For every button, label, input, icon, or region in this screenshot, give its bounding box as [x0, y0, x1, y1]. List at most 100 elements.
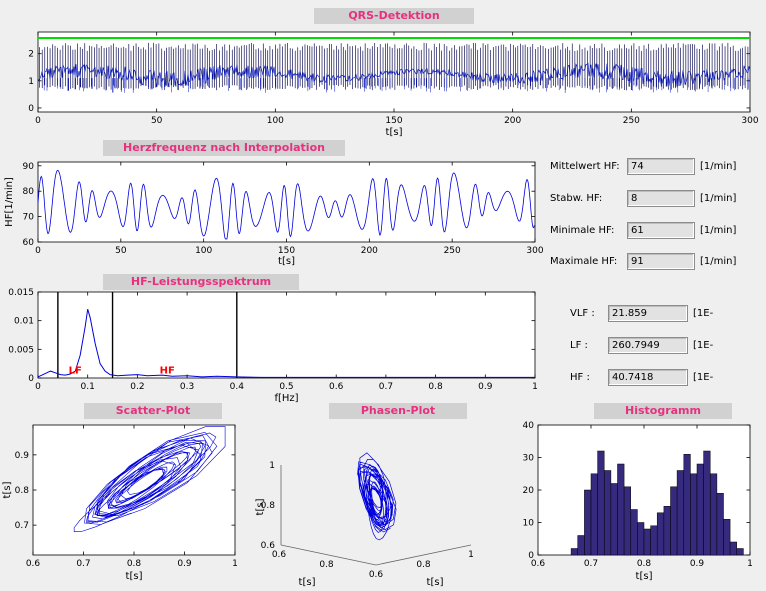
svg-text:80: 80 [23, 187, 35, 197]
svg-text:20: 20 [523, 486, 535, 496]
svg-text:1: 1 [468, 550, 474, 560]
power-row-hf: HF : 40.7418 [1E- [570, 369, 764, 386]
svg-text:0: 0 [28, 104, 34, 114]
svg-text:0.8: 0.8 [416, 560, 431, 570]
svg-text:10: 10 [523, 519, 535, 529]
svg-text:0.1: 0.1 [81, 382, 95, 392]
svg-text:2: 2 [28, 50, 34, 60]
svg-text:0.015: 0.015 [8, 288, 34, 298]
svg-text:0.9: 0.9 [177, 559, 192, 569]
svg-text:60: 60 [23, 238, 35, 248]
svg-text:0.01: 0.01 [14, 317, 34, 327]
svg-text:0: 0 [28, 374, 34, 384]
power-row-vlf: VLF : 21.859 [1E- [570, 305, 764, 322]
svg-text:0.6: 0.6 [272, 550, 287, 560]
svg-text:100: 100 [267, 116, 284, 126]
svg-text:1: 1 [747, 559, 753, 569]
svg-text:250: 250 [444, 246, 461, 256]
svg-text:HF[1/min]: HF[1/min] [4, 177, 15, 227]
svg-text:0.9: 0.9 [15, 451, 30, 461]
svg-text:t[s]: t[s] [126, 571, 143, 582]
svg-text:0.8: 0.8 [319, 560, 334, 570]
vlf-field[interactable]: 21.859 [608, 305, 688, 322]
stat-row-stabw: Stabw. HF: 8 [1/min] [550, 190, 764, 207]
heart-rate-plot-title: Herzfrequenz nach Interpolation [103, 140, 345, 156]
svg-text:50: 50 [115, 246, 127, 256]
svg-text:90: 90 [23, 162, 35, 172]
phase-plot-title: Phasen-Plot [329, 403, 467, 419]
svg-text:0.7: 0.7 [584, 559, 598, 569]
svg-text:50: 50 [151, 116, 163, 126]
svg-text:0.6: 0.6 [531, 559, 546, 569]
svg-text:200: 200 [504, 116, 521, 126]
svg-text:t[s]: t[s] [299, 577, 316, 588]
stabw-hf-field[interactable]: 8 [627, 190, 695, 207]
svg-text:1: 1 [232, 559, 238, 569]
svg-text:t[s]: t[s] [255, 498, 266, 515]
svg-text:0.6: 0.6 [369, 570, 384, 580]
maximale-hf-field[interactable]: 91 [627, 253, 695, 270]
svg-text:0.9: 0.9 [690, 559, 705, 569]
lf-unit: [1E- [693, 340, 714, 351]
svg-text:0.2: 0.2 [130, 382, 144, 392]
qrs-detection-chart: 0 50 100 150 200 250 300 0 1 2 t[s] [28, 31, 759, 138]
minimale-hf-unit: [1/min] [700, 225, 737, 236]
svg-text:t[s]: t[s] [636, 571, 653, 582]
svg-text:0.8: 0.8 [127, 559, 142, 569]
svg-text:1: 1 [532, 382, 538, 392]
svg-text:0.5: 0.5 [279, 382, 293, 392]
mittelwert-hf-field[interactable]: 74 [627, 158, 695, 175]
lf-label: LF : [570, 340, 588, 351]
svg-text:70: 70 [23, 213, 35, 223]
svg-text:0.005: 0.005 [8, 345, 34, 355]
svg-text:0.7: 0.7 [379, 382, 393, 392]
svg-text:1: 1 [269, 461, 275, 471]
mittelwert-hf-unit: [1/min] [700, 161, 737, 172]
svg-text:0.9: 0.9 [478, 382, 493, 392]
minimale-hf-label: Minimale HF: [550, 225, 615, 236]
power-spectrum-chart: 0 0.1 0.2 0.3 0.4 0.5 0.6 0.7 0.8 0.9 1 0 0.005 0.01 0… [8, 288, 538, 404]
svg-text:300: 300 [526, 246, 543, 256]
minimale-hf-field[interactable]: 61 [627, 222, 695, 239]
svg-text:250: 250 [623, 116, 640, 126]
svg-text:0: 0 [35, 246, 41, 256]
svg-text:t[s]: t[s] [278, 256, 295, 267]
hf-field[interactable]: 40.7418 [608, 369, 688, 386]
scatter-plot-title: Scatter-Plot [84, 403, 222, 419]
svg-text:t[s]: t[s] [386, 127, 403, 138]
svg-text:100: 100 [195, 246, 212, 256]
stat-row-maximale: Maximale HF: 91 [1/min] [550, 253, 764, 270]
svg-text:t[s]: t[s] [2, 481, 13, 498]
svg-text:0.6: 0.6 [26, 559, 41, 569]
stat-row-mittelwert: Mittelwert HF: 74 [1/min] [550, 158, 764, 175]
spectrum-plot-title: HF-Leistungsspektrum [103, 274, 299, 290]
svg-text:0: 0 [35, 116, 41, 126]
maximale-hf-label: Maximale HF: [550, 256, 618, 267]
svg-text:1: 1 [28, 77, 34, 87]
stat-row-minimale: Minimale HF: 61 [1/min] [550, 222, 764, 239]
svg-text:300: 300 [741, 116, 758, 126]
qrs-plot-title: QRS-Detektion [314, 8, 474, 24]
phase-plot-chart: 0.6 0.8 0.6 0.8 1 0.6 0.8 1 t[s] t[s] t[s] [255, 452, 474, 588]
svg-text:f[Hz]: f[Hz] [274, 393, 298, 404]
svg-text:0.8: 0.8 [637, 559, 652, 569]
histogram-plot-title: Histogramm [594, 403, 732, 419]
svg-text:30: 30 [523, 454, 535, 464]
vlf-label: VLF : [570, 308, 595, 319]
svg-text:0.8: 0.8 [428, 382, 443, 392]
svg-text:40: 40 [523, 421, 535, 431]
svg-text:t[s]: t[s] [427, 577, 444, 588]
svg-text:150: 150 [278, 246, 295, 256]
lf-field[interactable]: 260.7949 [608, 337, 688, 354]
hf-label: HF : [570, 372, 590, 383]
stabw-hf-label: Stabw. HF: [550, 193, 603, 204]
svg-text:0.3: 0.3 [180, 382, 194, 392]
svg-text:0.6: 0.6 [261, 541, 276, 551]
maximale-hf-unit: [1/min] [700, 256, 737, 267]
svg-text:200: 200 [361, 246, 378, 256]
svg-text:0.8: 0.8 [15, 486, 30, 496]
svg-text:0.4: 0.4 [230, 382, 245, 392]
scatter-plot-chart: 0.6 0.7 0.8 0.9 1 0.7 0.8 0.9 t[s] t[s] [2, 424, 238, 582]
